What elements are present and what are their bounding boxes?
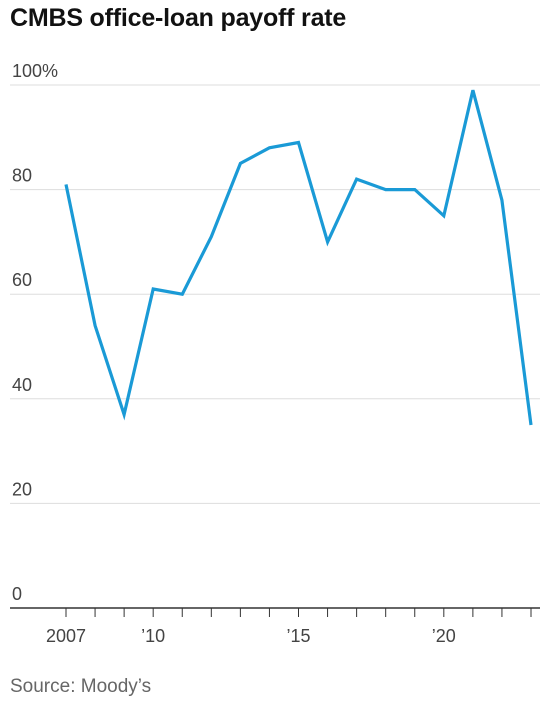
source-note: Source: Moody’s: [10, 676, 152, 697]
x-axis: 2007 ’10 ’15 ’20: [10, 607, 540, 646]
x-tick-label-2015: ’15: [286, 626, 310, 646]
x-tick-label-2007: 2007: [46, 626, 86, 646]
series-line-0: [64, 89, 533, 426]
chart-title: CMBS office-loan payoff rate: [10, 4, 347, 32]
y-tick-label-20: 20: [12, 479, 32, 499]
y-tick-label-80: 80: [12, 166, 32, 186]
x-tick-label-2020: ’20: [432, 626, 456, 646]
series-layer: [64, 89, 533, 426]
y-tick-label-40: 40: [12, 375, 32, 395]
x-tick-label-2010: ’10: [141, 626, 165, 646]
y-tick-label-100: 100%: [12, 61, 58, 81]
y-tick-label-0: 0: [12, 584, 22, 604]
y-tick-label-60: 60: [12, 270, 32, 290]
y-tick-labels: 0 20 40 60 80 100%: [12, 61, 58, 604]
gridlines: [10, 84, 540, 504]
